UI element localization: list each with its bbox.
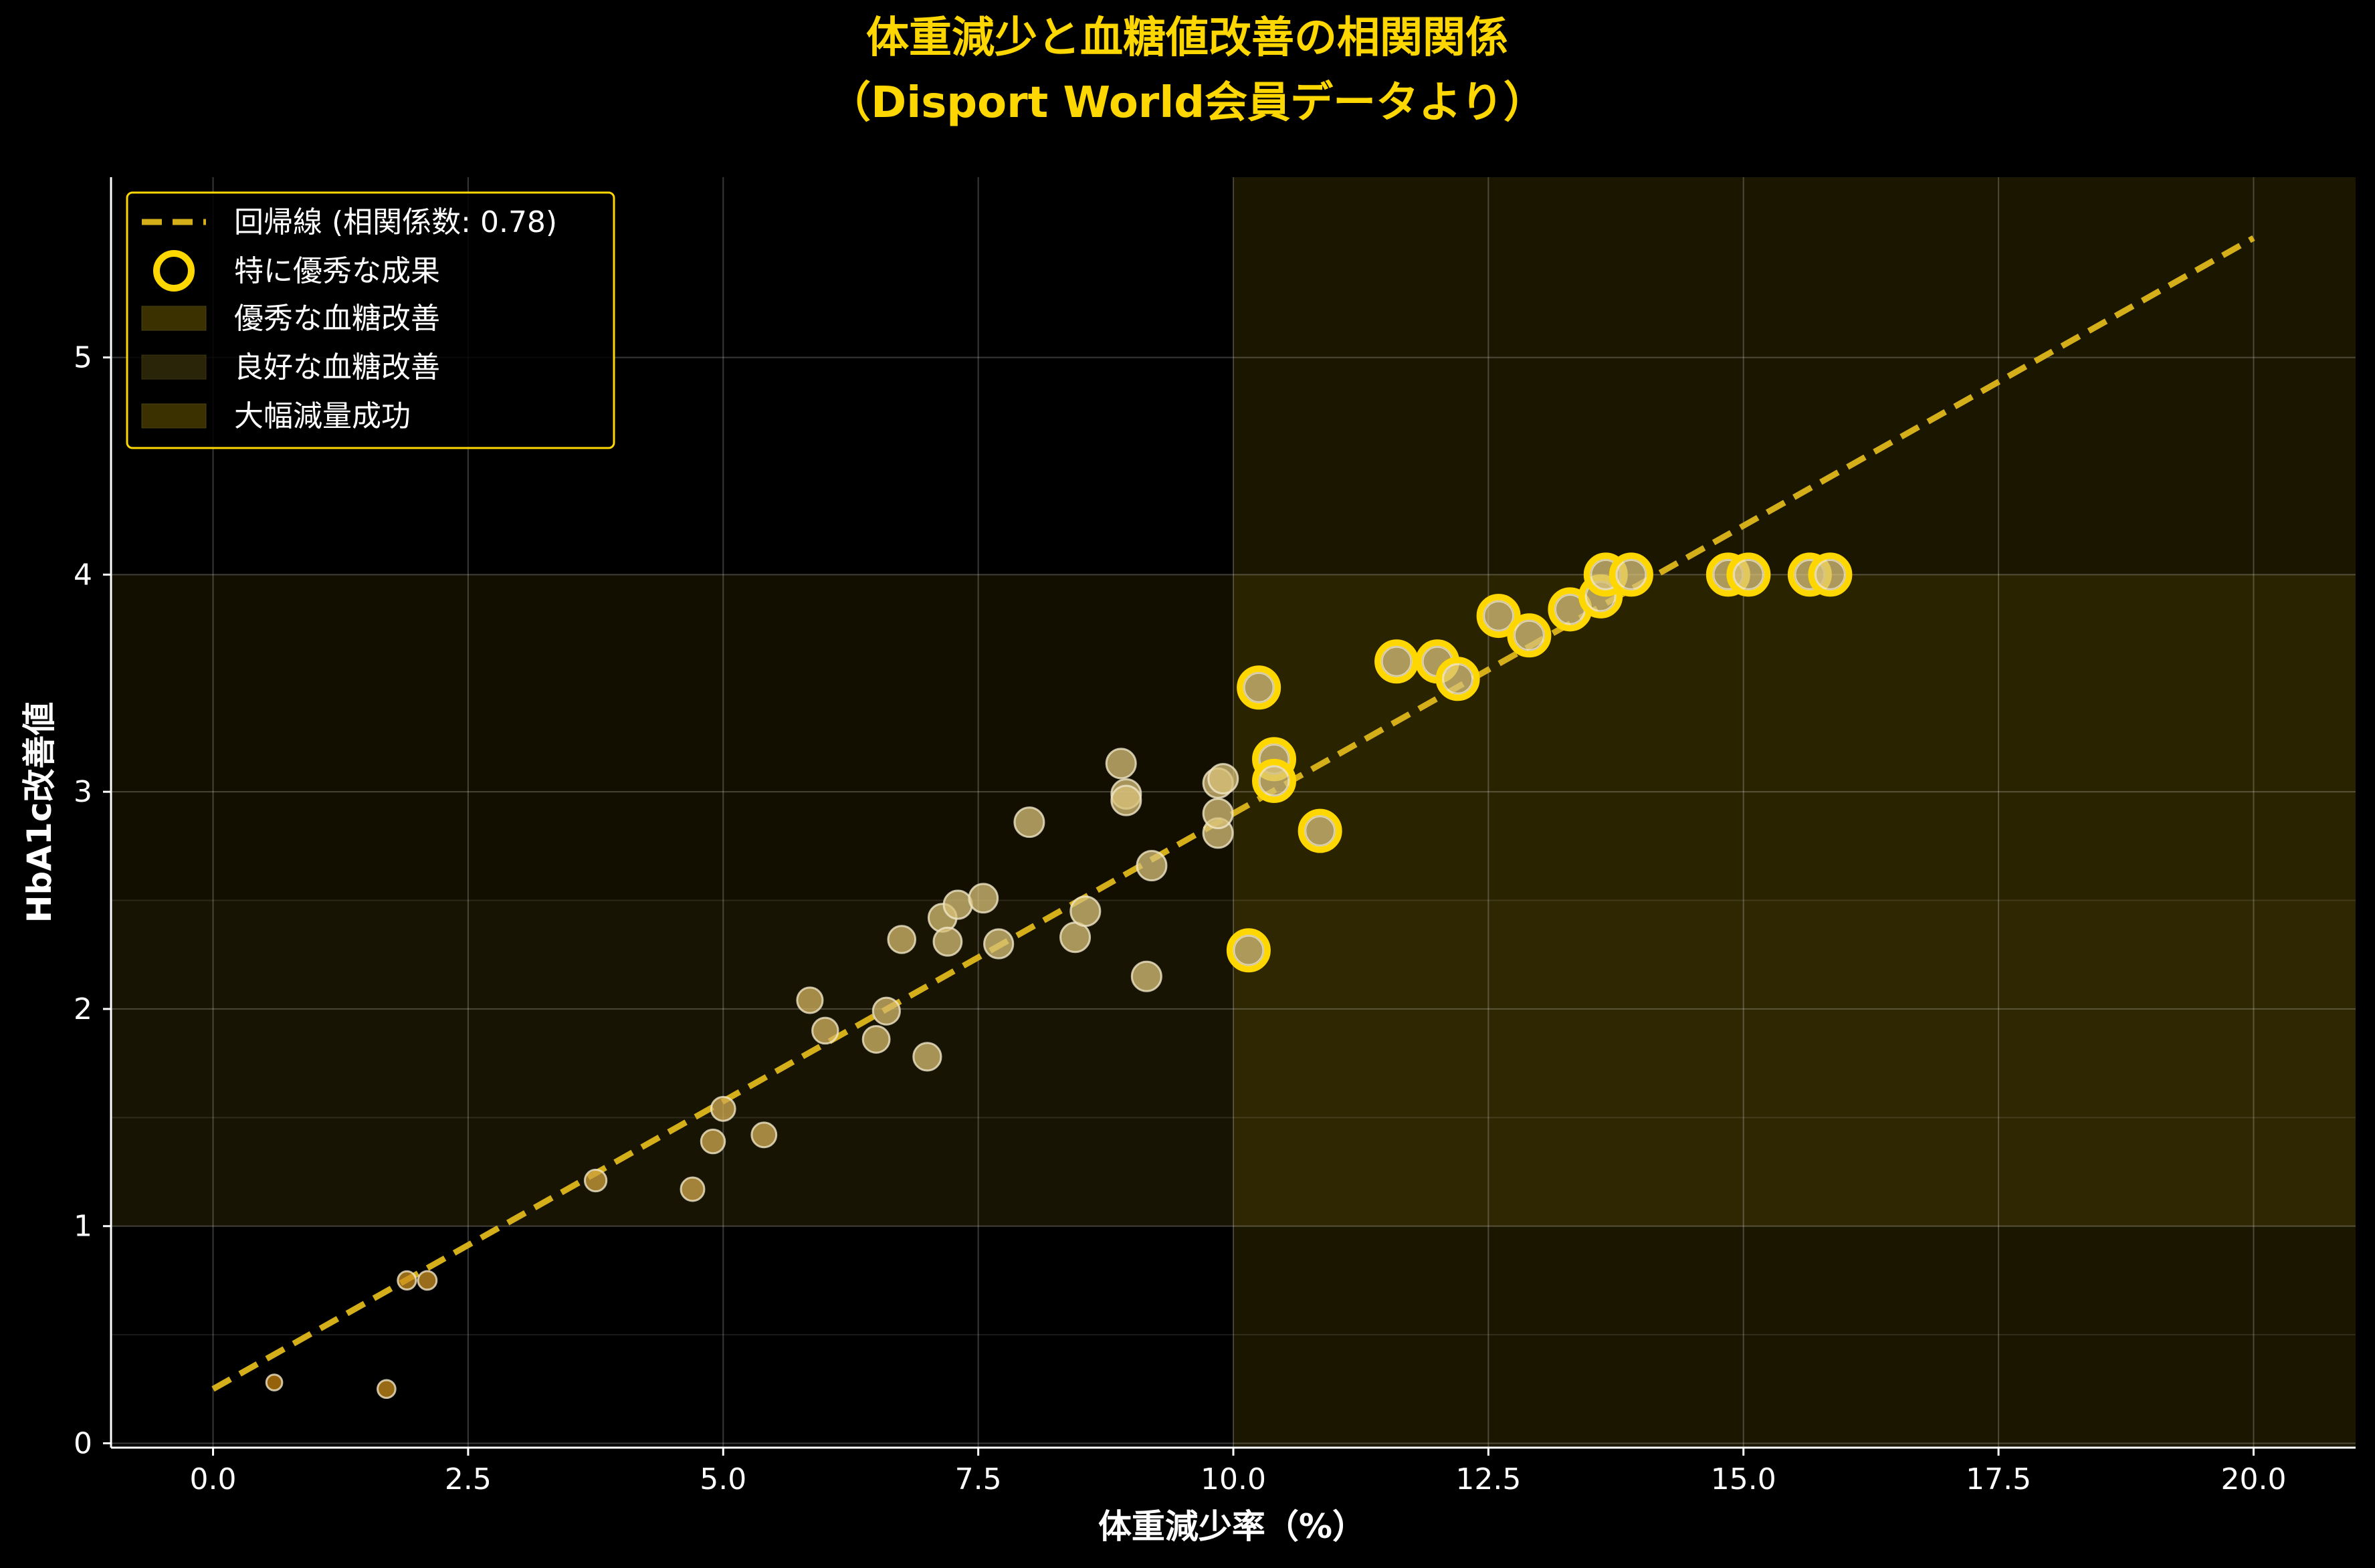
chart-title-line-1: 体重減少と血糖値改善の相関関係 <box>866 13 1508 63</box>
x-tick-label-0: 0.0 <box>190 1462 237 1496</box>
highlight-ring-32 <box>1226 928 1271 973</box>
legend-region-good-swatch <box>141 354 207 380</box>
data-point-3 <box>417 1270 438 1291</box>
highlight-ring-41 <box>1507 613 1552 658</box>
highlight-ring-36 <box>1298 808 1342 853</box>
data-point-2 <box>397 1270 417 1291</box>
data-point-40 <box>1483 600 1515 632</box>
data-point-36 <box>1304 815 1336 847</box>
data-point-47 <box>1732 558 1764 590</box>
x-axis-label: 体重減少率（%） <box>1098 1507 1366 1546</box>
y-tick-label-2: 2 <box>74 992 92 1026</box>
legend-region-excellent-label: 優秀な血糖改善 <box>234 302 440 336</box>
y-tick-label-0: 0 <box>74 1427 92 1461</box>
data-point-45 <box>1615 558 1647 590</box>
data-point-37 <box>1380 645 1413 677</box>
data-point-20 <box>1013 806 1045 838</box>
legend-region-weightloss-swatch <box>141 403 207 429</box>
y-axis-label: HbA1c改善値 <box>20 702 59 923</box>
data-point-49 <box>1814 558 1846 590</box>
data-point-12 <box>871 996 901 1026</box>
chart-title-line-2: （Disport World会員データより） <box>828 78 1546 128</box>
shaded-regions <box>111 177 2356 1448</box>
region-0 <box>111 574 2356 1226</box>
x-tick-label-7: 17.5 <box>1966 1462 2031 1496</box>
data-point-21 <box>1059 921 1092 954</box>
data-point-32 <box>1233 934 1265 966</box>
highlight-ring-47 <box>1726 552 1771 597</box>
highlight-ring-33 <box>1237 665 1281 710</box>
data-point-9 <box>796 986 824 1014</box>
data-point-16 <box>932 926 963 957</box>
data-point-4 <box>583 1168 608 1193</box>
data-point-29 <box>1202 798 1234 830</box>
data-point-23 <box>1105 748 1137 780</box>
y-tick-label-1: 1 <box>74 1210 92 1244</box>
highlight-ring-39 <box>1435 657 1480 701</box>
legend-region-good-label: 良好な血糖改善 <box>234 350 440 384</box>
data-point-6 <box>700 1128 726 1155</box>
data-point-31 <box>1207 763 1239 795</box>
data-point-17 <box>942 889 973 920</box>
highlight-ring-45 <box>1609 552 1653 597</box>
x-tick-label-3: 7.5 <box>955 1462 1002 1496</box>
data-point-1 <box>377 1379 397 1399</box>
x-tick-label-8: 20.0 <box>2221 1462 2286 1496</box>
data-point-11 <box>861 1024 891 1054</box>
data-point-5 <box>680 1176 706 1202</box>
data-point-10 <box>811 1016 839 1045</box>
data-point-27 <box>1136 850 1168 882</box>
highlight-ring-40 <box>1476 594 1521 639</box>
highlight-ring-49 <box>1808 552 1853 597</box>
y-tick-label-3: 3 <box>74 775 92 809</box>
x-tick-label-6: 15.0 <box>1711 1462 1776 1496</box>
data-point-0 <box>265 1373 284 1391</box>
legend-region-weightloss-label: 大幅減量成功 <box>234 399 411 433</box>
legend-region-excellent-swatch <box>141 306 207 331</box>
data-point-41 <box>1513 619 1545 651</box>
x-tick-label-1: 2.5 <box>445 1462 492 1496</box>
data-point-25 <box>1110 784 1142 816</box>
y-tick-label-4: 4 <box>74 558 92 592</box>
data-point-14 <box>912 1042 942 1072</box>
data-point-19 <box>983 928 1015 960</box>
legend-regression-label: 回帰線 (相関係数: 0.78) <box>234 205 557 239</box>
legend-highlight-label: 特に優秀な成果 <box>234 254 440 288</box>
x-tick-label-2: 5.0 <box>700 1462 746 1496</box>
data-point-39 <box>1442 663 1474 695</box>
legend: 回帰線 (相関係数: 0.78) 特に優秀な成果 優秀な血糖改善 良好な血糖改善… <box>126 191 615 449</box>
data-point-8 <box>750 1121 778 1149</box>
highlight-ring-35 <box>1252 758 1297 803</box>
legend-box <box>126 191 615 449</box>
x-tick-label-5: 12.5 <box>1455 1462 1521 1496</box>
data-point-33 <box>1243 671 1275 703</box>
highlight-ring-37 <box>1374 639 1419 684</box>
legend-highlight-swatch <box>153 250 195 292</box>
data-point-26 <box>1130 960 1162 992</box>
y-tick-label-5: 5 <box>74 341 92 375</box>
region-2 <box>1233 177 2356 1448</box>
tick-labels: 0.0 2.5 5.0 7.5 10.0 12.5 15.0 17.5 20.0 0 1 2 3 4 5 <box>74 341 2286 1496</box>
data-points <box>265 552 1853 1399</box>
data-point-22 <box>1069 895 1102 927</box>
data-point-7 <box>710 1095 736 1122</box>
data-point-13 <box>887 925 917 954</box>
data-point-18 <box>968 883 999 914</box>
x-tick-label-4: 10.0 <box>1201 1462 1266 1496</box>
data-point-35 <box>1258 765 1290 797</box>
